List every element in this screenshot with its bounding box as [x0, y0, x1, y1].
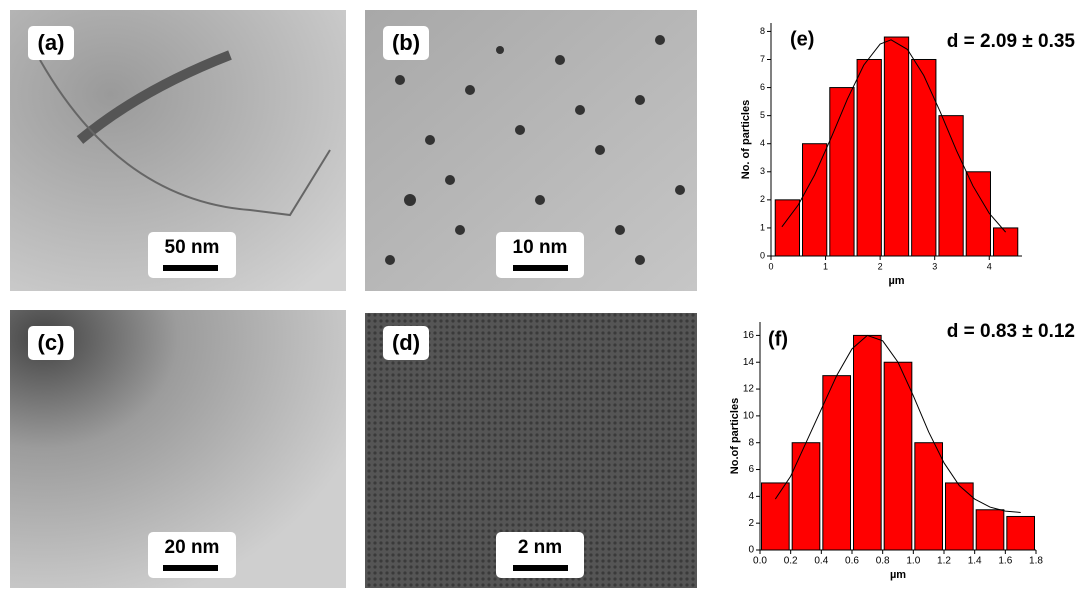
x-tick-label: 0.2	[784, 556, 798, 567]
scale-label: 50 nm	[165, 237, 220, 258]
annotation: d = 2.09 ± 0.35	[947, 31, 1076, 52]
fit-curve	[774, 334, 1021, 513]
x-tick-label: 0.4	[814, 556, 828, 567]
y-tick-label: 8	[748, 437, 754, 448]
x-tick-label: 1.2	[937, 556, 951, 567]
y-tick-label: 2	[760, 194, 765, 204]
panel-label: (b)	[392, 30, 420, 55]
panel-label: (d)	[392, 330, 420, 355]
x-tick-label: 0.6	[845, 556, 859, 567]
x-tick-label: 3	[932, 261, 937, 271]
scale-bar	[513, 265, 568, 271]
bar	[883, 36, 910, 257]
scale-bars: 50 nm 10 nm 20 nm 2 nm	[148, 232, 584, 578]
y-tick-label: 2	[748, 518, 754, 529]
bar	[911, 58, 937, 257]
bar	[822, 375, 851, 551]
panel-labels: (a) (b) (c) (d)	[28, 26, 429, 360]
bar	[853, 334, 882, 551]
y-tick-label: 12	[743, 384, 755, 395]
y-tick-label: 7	[760, 54, 765, 64]
x-axis-label: µm	[888, 275, 904, 287]
y-axis-label: No. of particles	[740, 100, 752, 179]
x-axis-label: µm	[890, 569, 906, 581]
bar	[975, 509, 1005, 551]
panel-label: (f)	[768, 328, 788, 350]
y-tick-label: 14	[743, 357, 755, 368]
label-box	[28, 26, 74, 60]
image-particles	[385, 35, 685, 265]
scale-bar	[513, 565, 568, 571]
x-tick-label: 1	[823, 261, 828, 271]
panel-label: (e)	[790, 28, 814, 50]
scale-label: 10 nm	[513, 237, 568, 258]
panel-label: (a)	[38, 30, 65, 55]
y-tick-label: 6	[760, 82, 765, 92]
y-tick-label: 10	[743, 411, 755, 422]
bar	[1006, 515, 1035, 551]
label-box	[28, 326, 74, 360]
x-tick-label: 1.0	[906, 556, 920, 567]
bar	[883, 361, 913, 551]
image-feature	[76, 50, 232, 144]
bar	[829, 87, 855, 257]
bar	[791, 442, 821, 551]
bar	[945, 482, 974, 551]
y-tick-label: 16	[743, 330, 755, 341]
label-box	[383, 326, 429, 360]
fit-curve	[781, 39, 1007, 233]
x-tick-label: 0	[768, 261, 773, 271]
bar	[802, 143, 828, 257]
y-axis-label: No.of particles	[729, 398, 741, 474]
x-tick-label: 1.4	[968, 556, 982, 567]
scale-bar	[163, 565, 218, 571]
bar	[992, 227, 1019, 257]
y-tick-label: 0	[748, 545, 754, 556]
y-tick-label: 1	[760, 222, 765, 232]
y-tick-label: 4	[760, 138, 765, 148]
y-tick-label: 6	[748, 464, 754, 475]
x-tick-label: 2	[878, 261, 883, 271]
image-feature	[39, 59, 331, 217]
bar	[938, 115, 964, 257]
panel-label: (c)	[38, 330, 65, 355]
x-tick-label: 4	[987, 261, 992, 271]
x-tick-label: 0.0	[753, 556, 767, 567]
scale-label: 20 nm	[165, 537, 220, 558]
y-tick-label: 8	[760, 26, 765, 36]
annotation: d = 0.83 ± 0.12	[947, 321, 1075, 342]
bar	[914, 442, 943, 551]
x-tick-label: 1.8	[1029, 556, 1043, 567]
bar	[856, 58, 882, 257]
scale-label: 2 nm	[518, 537, 562, 558]
x-tick-label: 1.6	[998, 556, 1012, 567]
tem-images	[10, 10, 697, 588]
bar	[761, 482, 790, 551]
y-tick-label: 5	[760, 110, 765, 120]
y-tick-label: 3	[760, 166, 765, 176]
y-tick-label: 0	[760, 250, 765, 260]
label-box	[383, 26, 429, 60]
y-tick-label: 4	[748, 491, 754, 502]
bar	[965, 171, 991, 257]
x-tick-label: 0.8	[876, 556, 890, 567]
scale-bar	[163, 265, 218, 271]
